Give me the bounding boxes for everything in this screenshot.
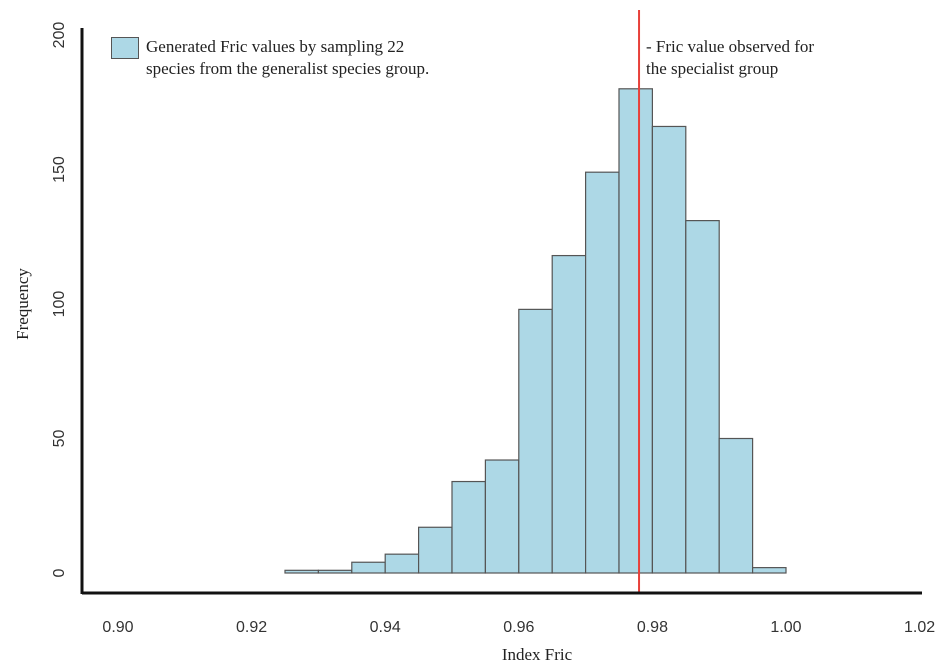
legend-swatch	[111, 37, 139, 59]
x-tick-label: 0.92	[236, 619, 267, 636]
x-tick-label: 1.02	[904, 619, 935, 636]
histogram-bar	[651, 125, 687, 574]
x-tick-label: 0.96	[503, 619, 534, 636]
x-tick-label: 0.90	[102, 619, 133, 636]
histogram-bar	[718, 437, 754, 574]
bars-group	[284, 88, 787, 574]
y-axis-label: Frequency	[13, 268, 32, 340]
legend-label-line2: species from the generalist species grou…	[146, 59, 430, 78]
observed-line-label: - Fric value observed for the specialist…	[646, 36, 906, 80]
histogram-bar	[317, 569, 353, 574]
observed-line-label-line1: - Fric value observed for	[646, 37, 815, 56]
x-axis-label: Index Fric	[502, 645, 573, 664]
y-tick-label: 0	[51, 568, 68, 577]
legend-label: Generated Fric values by sampling 22 spe…	[146, 36, 506, 80]
legend-label-line1: Generated Fric values by sampling 22	[146, 37, 405, 56]
histogram-bar	[685, 220, 720, 574]
y-tick-label: 50	[51, 430, 68, 448]
x-tick-label: 0.94	[370, 619, 401, 636]
x-tick-label: 1.00	[770, 619, 801, 636]
histogram-bar	[451, 480, 487, 574]
y-tick-label: 200	[51, 22, 68, 49]
histogram-bar	[384, 553, 420, 574]
histogram-bar	[484, 459, 520, 574]
observed-line-label-line2: the specialist group	[646, 59, 779, 78]
histogram-bar	[751, 567, 787, 574]
x-tick-label: 0.98	[637, 619, 668, 636]
y-tick-label: 100	[51, 291, 68, 318]
y-ticks-group: 0 50 100 150 200	[51, 22, 68, 578]
histogram-bar	[618, 88, 654, 574]
y-tick-label: 150	[51, 156, 68, 183]
histogram-bar	[518, 308, 553, 574]
histogram-bar	[551, 254, 587, 574]
x-ticks-group: 0.90 0.92 0.94 0.96 0.98 1.00 1.02	[102, 619, 935, 636]
histogram-bar	[284, 569, 320, 574]
histogram-bar	[584, 171, 620, 574]
histogram-bar	[418, 526, 453, 574]
histogram-bar	[351, 561, 386, 574]
